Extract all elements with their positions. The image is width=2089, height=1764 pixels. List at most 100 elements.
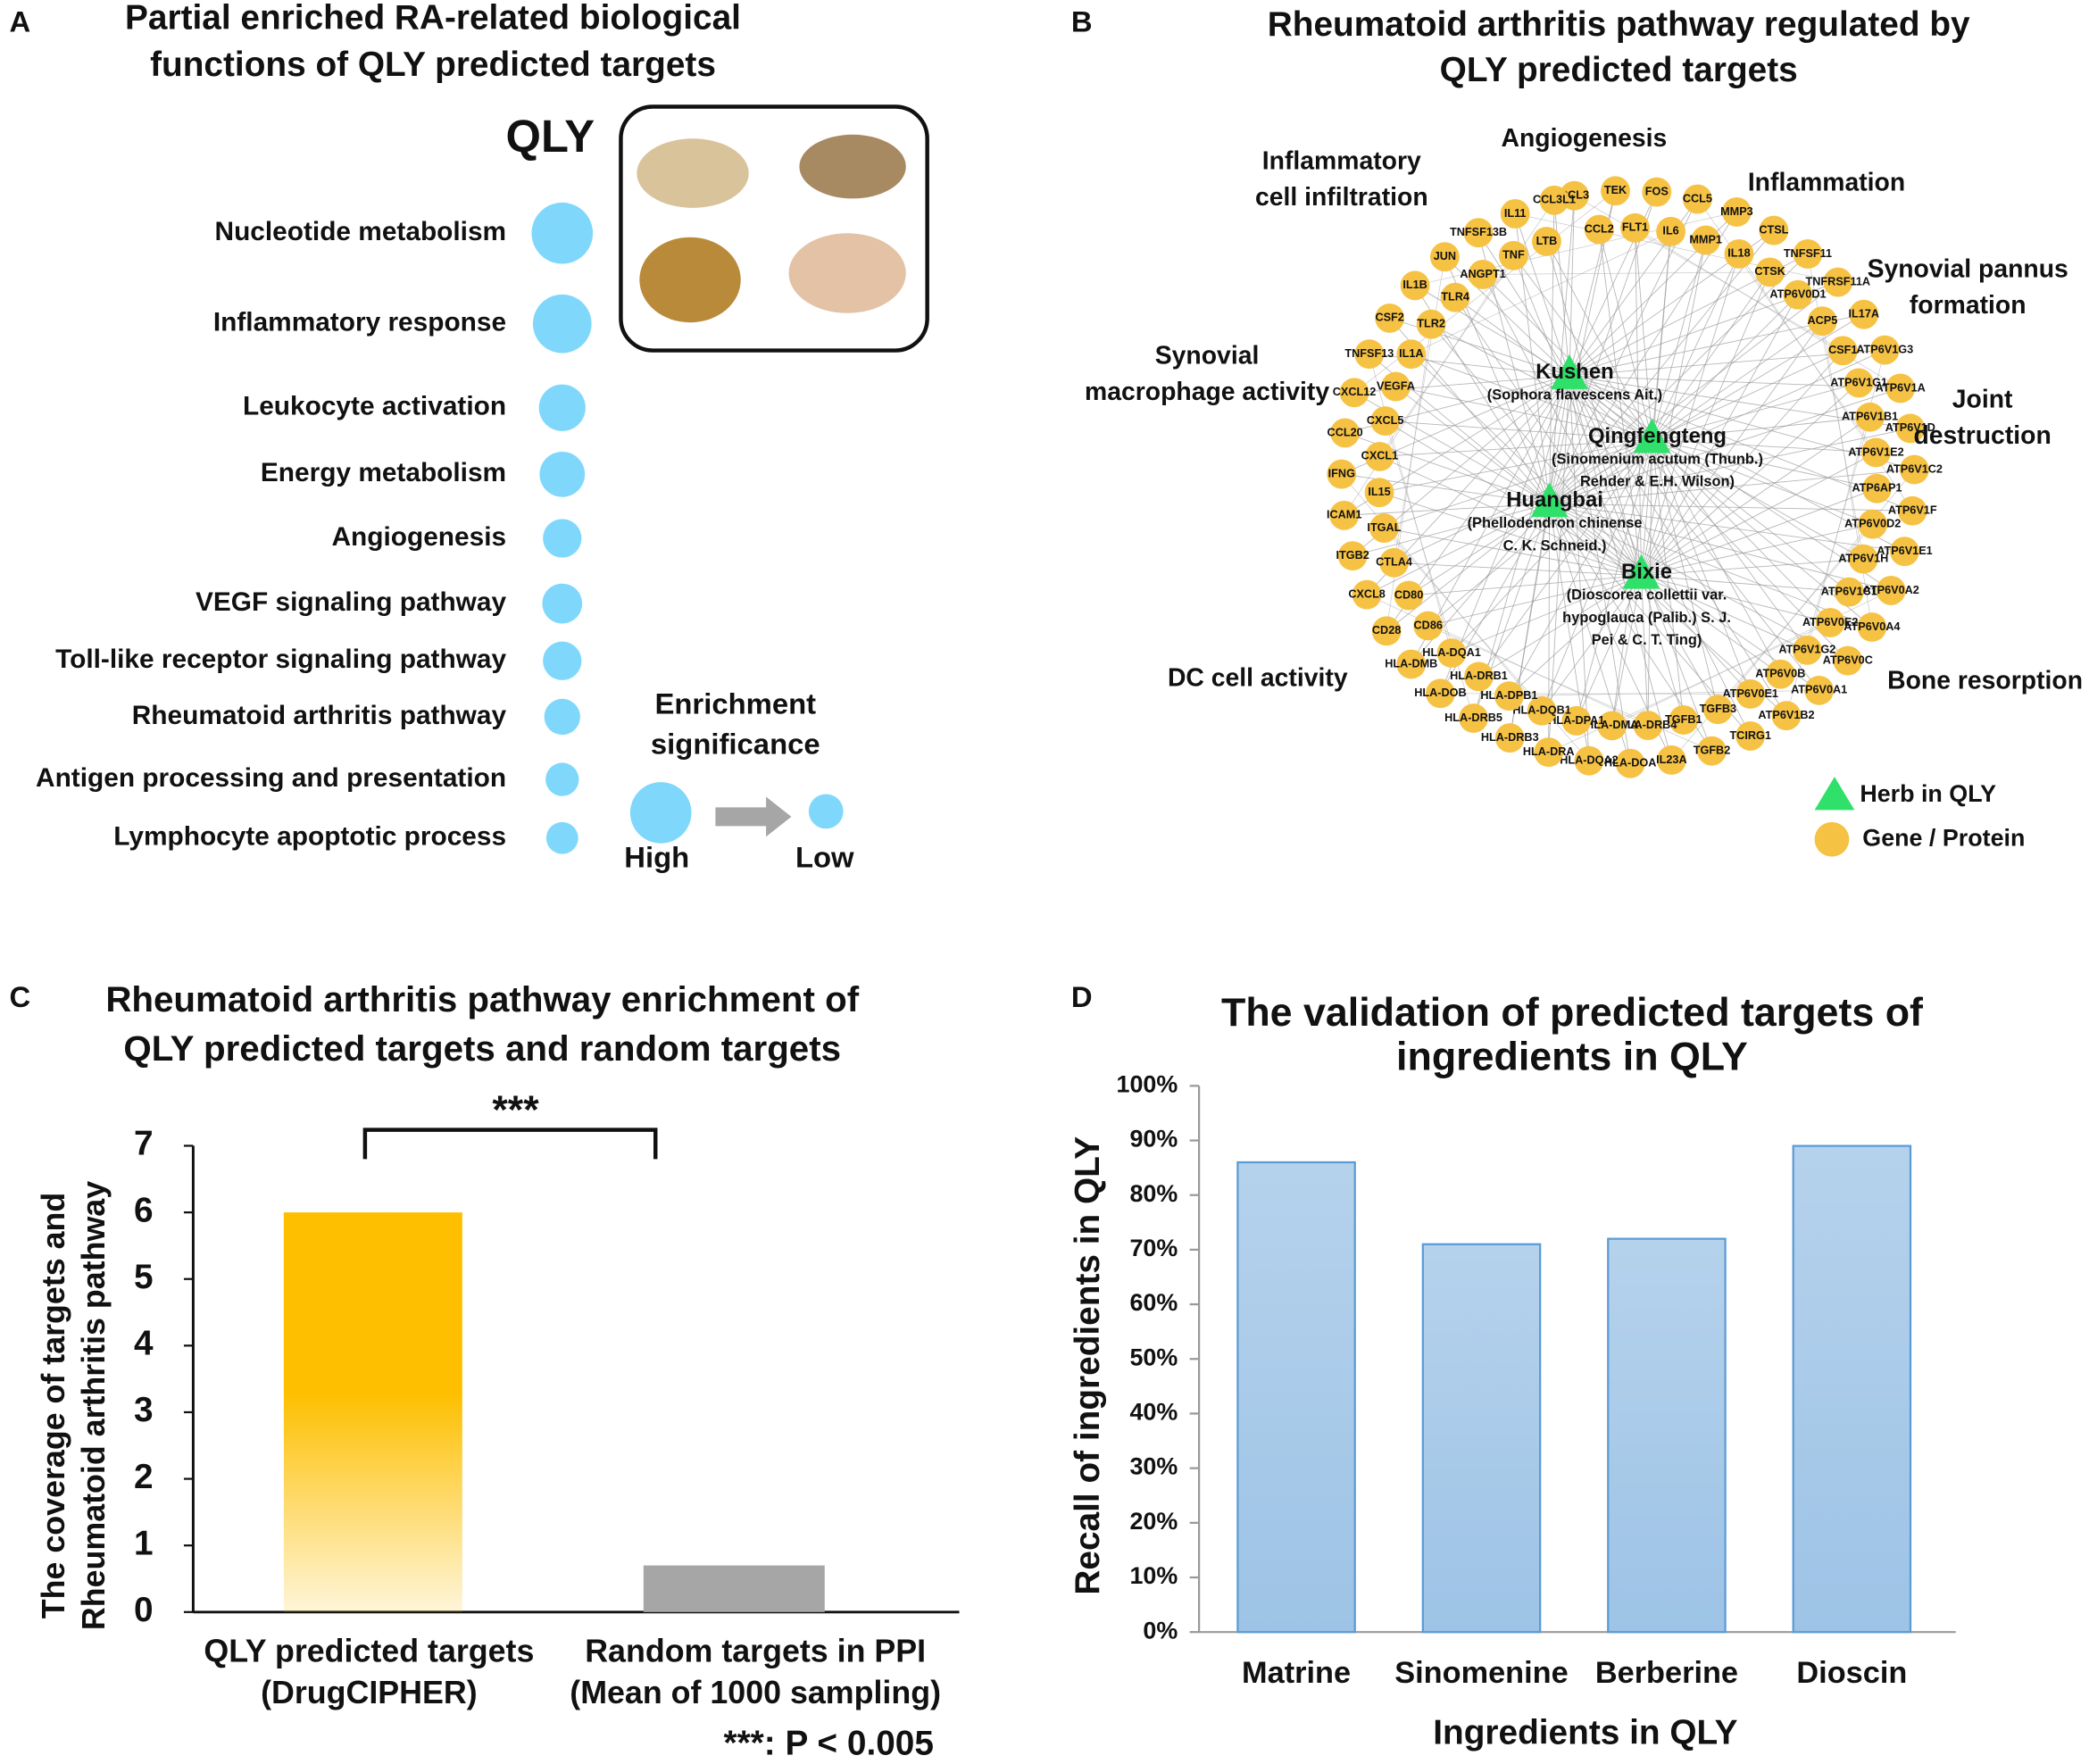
edge xyxy=(1641,575,1649,726)
gene-node xyxy=(1329,500,1360,530)
edges xyxy=(1341,190,1915,764)
gene-label: CCL3L1 xyxy=(1533,194,1576,206)
gene-label: HLA-DRB5 xyxy=(1444,711,1502,724)
edge xyxy=(1549,229,1775,504)
gene-node xyxy=(1539,185,1569,215)
gene-node xyxy=(1697,736,1727,766)
y-tick-label: 5 xyxy=(134,1258,154,1296)
legend-gene xyxy=(1814,821,1850,857)
edge xyxy=(1641,575,1781,675)
gene-label: TLR2 xyxy=(1417,318,1445,330)
gene-node xyxy=(1500,199,1530,229)
edge xyxy=(1641,575,1831,623)
gene-label: CXCL5 xyxy=(1367,414,1404,427)
y-label: The coverage of targets and Rheumatoid ar… xyxy=(36,1181,112,1630)
edge xyxy=(1635,227,1901,389)
gene-node xyxy=(1468,260,1498,289)
gene-node xyxy=(1440,282,1470,312)
x-tick-sublabel: (DrugCIPHER) xyxy=(261,1675,478,1710)
chart-title: functions of QLY predicted targets xyxy=(150,46,716,84)
y-label-line: Rheumatoid arthritis pathway xyxy=(76,1181,112,1630)
panel-letter: C xyxy=(10,980,31,1013)
gene-node xyxy=(1815,608,1845,637)
y-tick-label: 3 xyxy=(134,1391,154,1429)
gene-node xyxy=(1494,723,1525,753)
gene-node xyxy=(1823,267,1853,297)
gene-node xyxy=(1793,239,1823,269)
gene-node xyxy=(1615,748,1645,778)
herb-latin: C. K. Schneid.) xyxy=(1503,537,1607,553)
edge xyxy=(1569,375,1913,512)
gene-label: TNFSF13B xyxy=(1450,226,1507,238)
bar xyxy=(1236,1161,1356,1634)
edge xyxy=(1671,523,1874,761)
category-label: Antigen processing and presentation xyxy=(36,763,506,793)
gene-label: ATP6V1B2 xyxy=(1758,709,1814,721)
gene-label: ANGPT1 xyxy=(1460,268,1505,280)
legend-bubble xyxy=(808,794,844,829)
gene-node xyxy=(1861,437,1891,468)
edge xyxy=(1635,228,1652,440)
herb-node xyxy=(1551,354,1588,389)
edge xyxy=(1394,562,1642,577)
gene-node xyxy=(1561,705,1592,736)
herb-node xyxy=(1633,418,1671,453)
gene-node xyxy=(1857,612,1887,642)
edge xyxy=(1569,375,1905,553)
edge xyxy=(1549,503,1873,628)
gene-node xyxy=(1498,240,1528,270)
bubble xyxy=(531,202,594,264)
herb-latin: (Dioscorea collettii var. xyxy=(1567,587,1727,603)
edge xyxy=(1641,523,1873,577)
edge xyxy=(1483,271,1770,275)
gene-node xyxy=(1855,402,1885,432)
herb-name: Kushen xyxy=(1536,360,1614,384)
edge xyxy=(1569,196,1575,376)
gene-node xyxy=(1755,257,1785,287)
gene-node xyxy=(1436,638,1467,668)
gene-label: ATP6V0D2 xyxy=(1844,518,1901,530)
gene-label: CD86 xyxy=(1414,619,1443,631)
herb-photo xyxy=(799,134,906,199)
gene-label: ATP6V1G1 xyxy=(1830,376,1887,388)
gene-label: HLA-DOB xyxy=(1414,686,1466,699)
category-label: Energy metabolism xyxy=(261,458,506,487)
gene-node xyxy=(1394,580,1424,611)
gene-node xyxy=(1833,645,1863,676)
gene-label: CCL20 xyxy=(1327,426,1363,438)
gene-label: JUN xyxy=(1434,250,1456,262)
edge xyxy=(1738,254,1913,512)
edge xyxy=(1549,503,1849,662)
edge xyxy=(1379,439,1652,457)
edge xyxy=(1574,195,1843,352)
gene-label: CSF1 xyxy=(1828,344,1857,356)
edge xyxy=(1427,625,1712,752)
gene-node xyxy=(1400,270,1430,301)
edge xyxy=(1451,575,1642,653)
bubble xyxy=(542,583,583,624)
gene-node xyxy=(1370,406,1401,436)
edge xyxy=(1569,375,1631,764)
gene-node xyxy=(1792,635,1822,665)
edge xyxy=(1478,439,1652,678)
gene-label: ITGAL xyxy=(1367,521,1401,534)
x-label: Ingredients in QLY xyxy=(1433,1713,1737,1752)
edge xyxy=(1366,503,1550,595)
gene-label: ATP6V0E2 xyxy=(1802,616,1858,628)
gene-node xyxy=(1735,679,1766,709)
bar xyxy=(283,1212,462,1612)
gene-label: ATP6V0A1 xyxy=(1791,684,1847,696)
bar xyxy=(1792,1144,1912,1634)
gene-label: MMP1 xyxy=(1689,233,1722,245)
edge xyxy=(1541,439,1652,711)
y-tick-label: 50% xyxy=(1129,1344,1178,1370)
y-tick-label: 1 xyxy=(134,1524,154,1562)
edge xyxy=(1478,575,1642,678)
edge xyxy=(1509,575,1642,696)
herb-photo xyxy=(639,237,741,323)
edge xyxy=(1369,354,1452,653)
herb-latin: (Phellodendron chinense xyxy=(1468,515,1643,531)
edge xyxy=(1548,375,1570,753)
gene-node xyxy=(1843,368,1874,398)
gene-node xyxy=(1371,616,1402,646)
